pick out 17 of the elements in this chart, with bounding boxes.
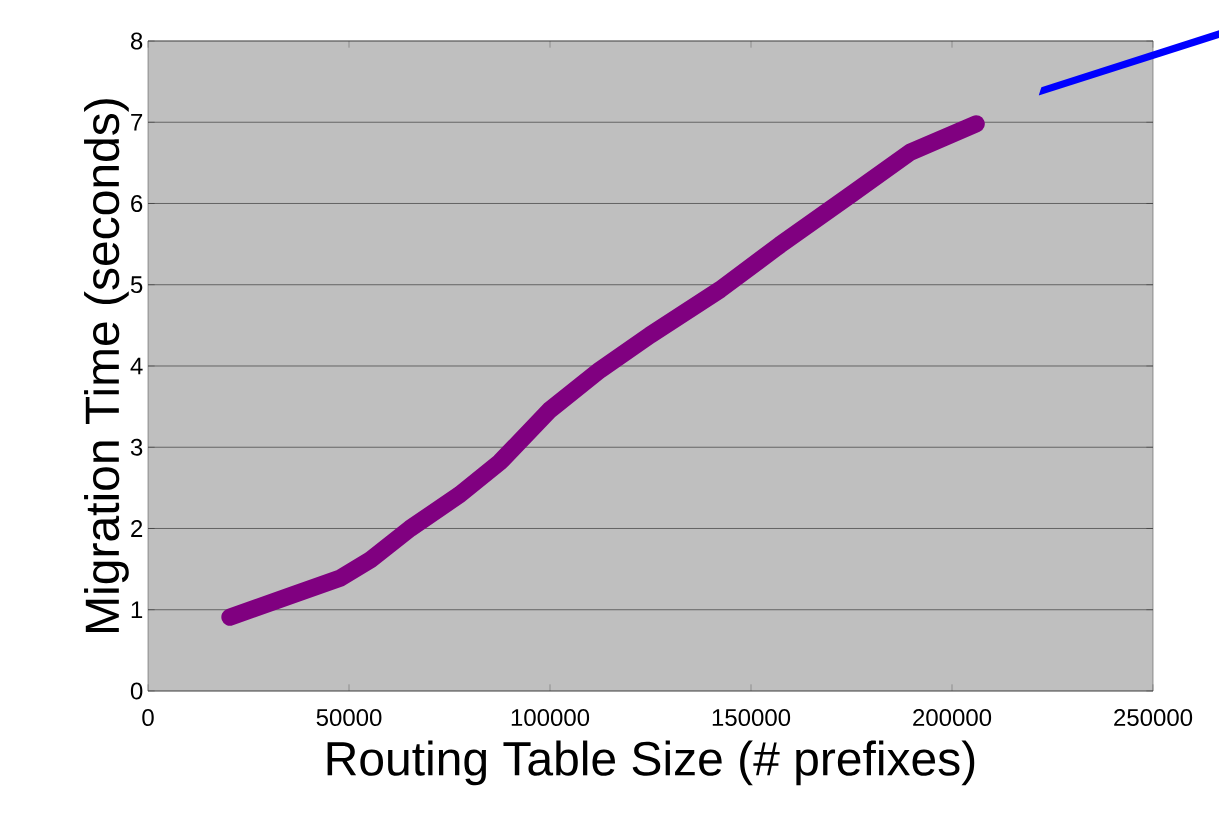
x-axis-title: Routing Table Size (# prefixes) xyxy=(327,740,975,786)
y-tick-label: 8 xyxy=(130,32,143,50)
x-tick-label: 250000 xyxy=(1114,709,1193,727)
y-tick-label: 1 xyxy=(131,601,143,618)
y-tick-label: 5 xyxy=(130,276,143,294)
y-tick-label: 4 xyxy=(130,357,143,375)
x-tick-label: 50000 xyxy=(316,709,382,727)
y-tick-label: 3 xyxy=(130,438,143,456)
x-tick-label: 150000 xyxy=(712,709,791,727)
y-tick-label: 6 xyxy=(131,194,143,212)
x-tick-label: 200000 xyxy=(913,709,992,727)
y-axis-title: Migration Time (seconds) xyxy=(84,99,129,632)
y-tick-label: 0 xyxy=(130,682,143,700)
y-tick-label: 2 xyxy=(131,520,143,537)
x-tick-label: 100000 xyxy=(511,709,590,727)
x-tick-label: 0 xyxy=(142,709,154,727)
y-tick-label: 7 xyxy=(131,113,143,131)
